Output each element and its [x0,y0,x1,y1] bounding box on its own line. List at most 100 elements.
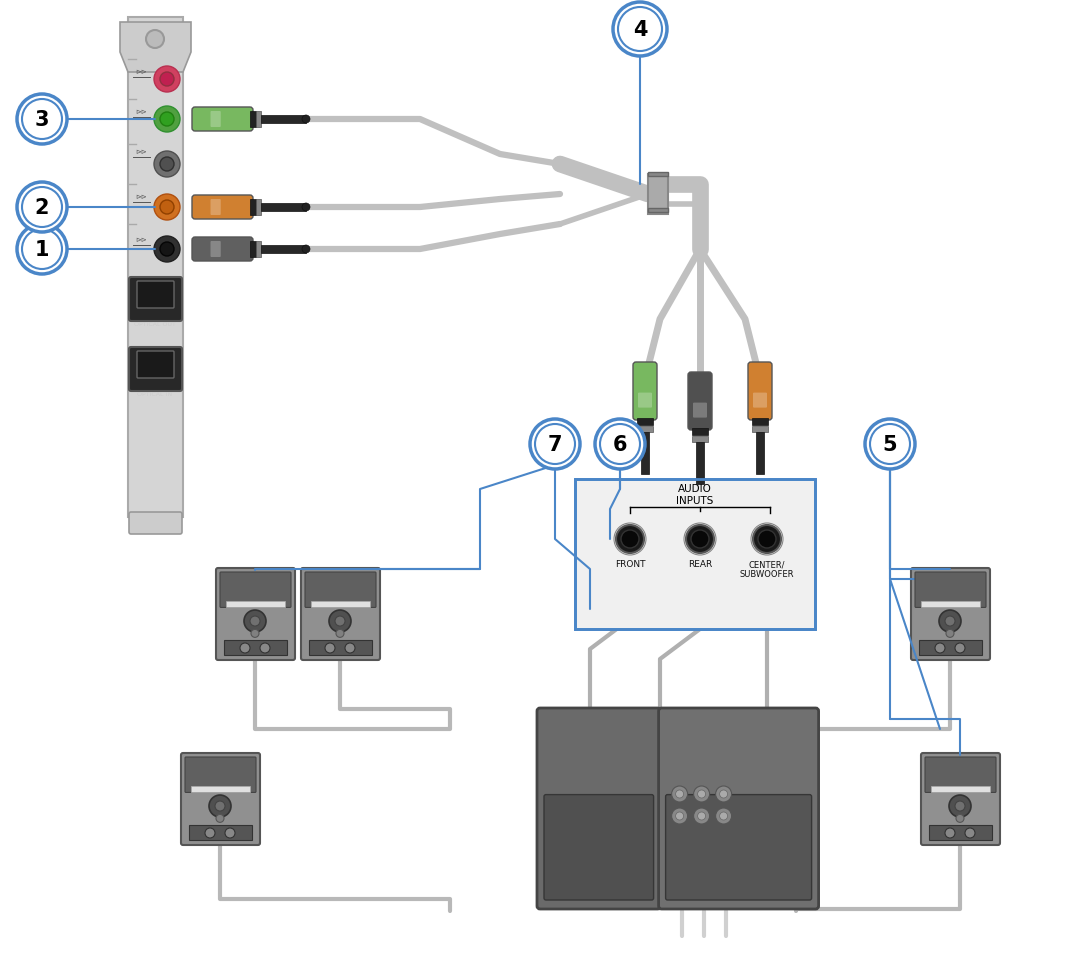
FancyBboxPatch shape [633,363,657,421]
Text: 7: 7 [548,434,562,455]
Text: ⊳⊳: ⊳⊳ [135,237,147,243]
Circle shape [22,100,62,140]
Bar [261,245,306,253]
Bar [309,641,372,655]
Bar [696,443,704,484]
Text: ⊳⊳: ⊳⊳ [135,194,147,200]
Text: AUDIO
INPUTS: AUDIO INPUTS [677,484,713,506]
Circle shape [160,157,174,172]
FancyBboxPatch shape [753,393,767,408]
Bar [261,115,306,124]
FancyBboxPatch shape [129,512,182,534]
FancyBboxPatch shape [537,708,660,910]
Bar [929,825,992,840]
Text: 3: 3 [35,110,50,130]
Circle shape [935,644,945,653]
Circle shape [154,237,180,263]
Text: OPTICAL IN: OPTICAL IN [137,392,173,397]
Circle shape [240,644,250,653]
Bar [756,432,764,474]
FancyBboxPatch shape [748,363,771,421]
Circle shape [329,610,351,633]
Circle shape [17,225,67,275]
Text: ⊳⊳: ⊳⊳ [135,68,147,75]
Circle shape [694,786,710,802]
FancyBboxPatch shape [210,200,221,216]
Bar [261,203,306,212]
Bar [637,426,653,432]
FancyBboxPatch shape [129,347,182,391]
Bar [752,426,768,432]
Circle shape [226,828,235,838]
Circle shape [622,530,639,549]
Circle shape [671,786,687,802]
Circle shape [146,31,164,49]
Circle shape [154,67,180,93]
Circle shape [160,243,174,257]
FancyBboxPatch shape [220,572,291,607]
Bar [641,432,648,474]
Bar [692,428,708,435]
FancyBboxPatch shape [915,572,986,607]
Circle shape [302,245,310,253]
FancyBboxPatch shape [137,352,174,378]
FancyBboxPatch shape [921,753,1000,845]
FancyBboxPatch shape [925,757,996,792]
FancyBboxPatch shape [638,393,652,408]
Circle shape [870,424,910,465]
Circle shape [595,420,645,469]
Circle shape [720,812,727,821]
Circle shape [325,644,334,653]
Circle shape [215,801,226,811]
Bar [224,641,287,655]
Bar [256,242,261,258]
Circle shape [698,790,706,798]
FancyBboxPatch shape [137,282,174,309]
FancyBboxPatch shape [128,18,183,517]
Text: 2: 2 [35,198,50,218]
Circle shape [955,801,965,811]
FancyBboxPatch shape [301,568,380,660]
Circle shape [694,808,710,824]
Circle shape [154,107,180,133]
Circle shape [691,530,709,549]
Circle shape [956,815,964,822]
Text: OPTICAL OUT: OPTICAL OUT [134,322,176,328]
Bar [226,601,285,607]
Circle shape [160,200,174,215]
Circle shape [671,808,687,824]
Bar [931,786,991,792]
Bar [250,242,256,258]
FancyBboxPatch shape [305,572,375,607]
FancyBboxPatch shape [666,795,811,900]
Polygon shape [120,22,191,73]
Circle shape [955,644,965,653]
Circle shape [675,790,684,798]
Circle shape [17,183,67,233]
Circle shape [251,630,259,638]
Circle shape [154,152,180,178]
Circle shape [613,3,667,57]
FancyBboxPatch shape [210,111,221,128]
Text: ⊳⊳: ⊳⊳ [135,109,147,114]
Circle shape [616,525,644,554]
Text: 5: 5 [883,434,898,455]
Circle shape [675,812,684,821]
Bar [637,419,653,425]
Circle shape [154,195,180,221]
Circle shape [336,630,344,638]
Bar [648,208,668,213]
FancyBboxPatch shape [688,373,712,430]
Bar [919,641,982,655]
Circle shape [160,73,174,87]
Circle shape [535,424,575,465]
Circle shape [244,610,267,633]
Circle shape [720,790,727,798]
Circle shape [209,795,231,818]
Circle shape [715,786,732,802]
Bar [250,111,256,128]
FancyBboxPatch shape [693,403,707,419]
Bar [189,825,252,840]
Circle shape [945,828,955,838]
FancyBboxPatch shape [192,238,252,262]
